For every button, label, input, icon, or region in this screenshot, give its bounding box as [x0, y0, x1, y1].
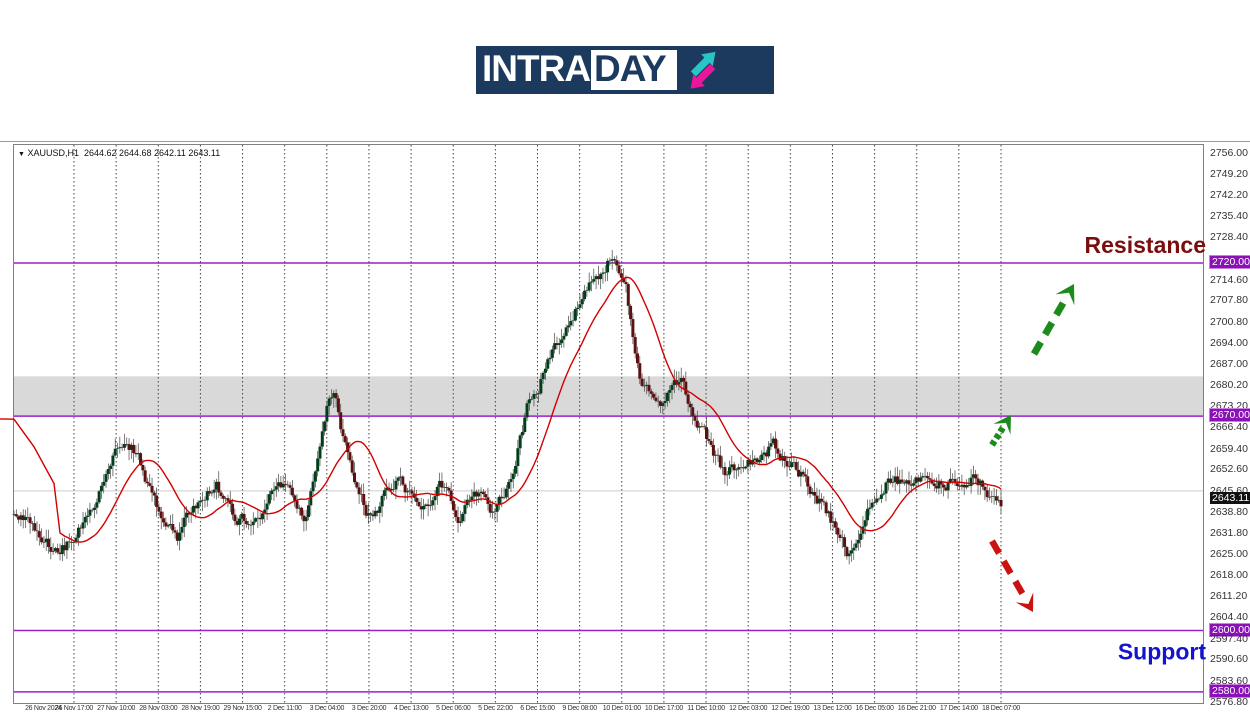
- svg-text:DAY: DAY: [594, 48, 667, 89]
- svg-text:Support: Support: [1118, 639, 1206, 665]
- svg-text:INTRA: INTRA: [482, 48, 590, 89]
- svg-text:Resistance: Resistance: [1085, 232, 1206, 258]
